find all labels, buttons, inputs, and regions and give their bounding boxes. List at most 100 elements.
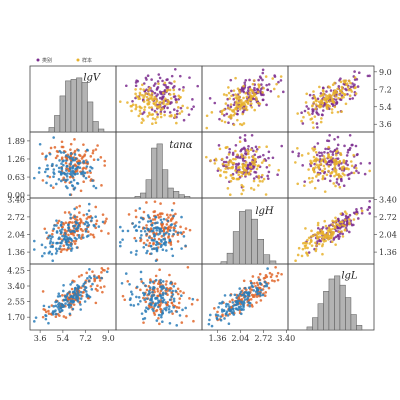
scatter-point-r2-c1-s1-14 — [129, 251, 133, 254]
scatter-point-r1-c2-s0-100 — [264, 159, 268, 162]
scatter-point-r2-c0-s0-46 — [95, 219, 99, 223]
scatter-point-r2-c3-s1-79 — [324, 235, 327, 239]
scatter-point-r0-c3-s1-85 — [321, 93, 324, 96]
scatter-point-r0-c1-s1-112 — [147, 88, 150, 92]
scatter-point-r1-c2-s0-7 — [216, 169, 220, 172]
scatter-point-r0-c2-s1-15 — [232, 113, 235, 117]
scatter-point-r2-c1-s1-72 — [176, 231, 180, 235]
scatter-point-r0-c2-s1-44 — [242, 122, 246, 125]
scatter-point-r0-c2-s0-38 — [208, 97, 212, 100]
scatter-point-r3-c0-s0-65 — [70, 287, 74, 291]
scatter-point-r0-c2-s1-51 — [250, 105, 254, 109]
scatter-point-r3-c1-s0-113 — [155, 308, 159, 312]
scatter-point-r0-c1-s1-113 — [155, 99, 159, 103]
scatter-point-r1-c2-s1-14 — [228, 193, 232, 196]
scatter-point-r3-c0-s0-8 — [54, 315, 58, 319]
scatter-point-r3-c2-s1-63 — [260, 288, 263, 292]
histogram-bar-lgH-7 — [263, 254, 271, 265]
scatter-point-r0-c3-s0-32 — [308, 93, 312, 97]
axis-labels-group: lgV tanα lgH lgL 0.00 0.63 1.26 1.89 1.36 2.04 2.7… — [7, 68, 397, 343]
scatter-point-r0-c2-s0-55 — [266, 88, 269, 92]
scatter-point-r2-c1-s1-119 — [134, 229, 138, 232]
scatter-point-r1-c0-s1-92 — [64, 159, 68, 162]
scatter-point-r3-c2-s1-48 — [242, 293, 246, 296]
scatter-point-r0-c1-s1-77 — [146, 98, 149, 102]
scatter-point-r1-c3-s0-82 — [345, 154, 349, 157]
scatter-point-r3-c1-s0-51 — [192, 319, 195, 323]
scatter-point-r1-c0-s1-15 — [82, 174, 86, 178]
histogram-bar-tanα-4 — [156, 143, 163, 199]
scatter-point-r2-c0-s1-82 — [69, 244, 73, 248]
scatter-point-r3-c0-s1-5 — [76, 290, 79, 293]
scatter-point-r3-c0-s1-91 — [84, 290, 88, 293]
scatter-point-r2-c1-s0-99 — [182, 230, 185, 234]
scatter-point-r2-c0-s1-60 — [51, 235, 54, 239]
scatter-point-r1-c0-s0-42 — [64, 161, 68, 165]
scatter-point-r2-c0-s1-96 — [69, 213, 72, 216]
scatter-point-r2-c1-s1-37 — [134, 253, 138, 256]
scatter-point-r3-c2-s1-56 — [239, 290, 243, 294]
scatter-point-r0-c2-s1-84 — [234, 106, 237, 110]
scatter-point-r2-c0-s1-44 — [97, 225, 101, 228]
scatter-point-r1-c0-s1-8 — [60, 162, 63, 165]
scatter-point-r3-c1-s0-25 — [153, 290, 156, 294]
scatter-point-r3-c2-s1-110 — [216, 314, 220, 317]
scatter-point-r1-c0-s1-5 — [69, 152, 73, 155]
scatter-point-r3-c1-s0-108 — [196, 298, 199, 302]
scatter-point-r0-c2-s1-10 — [238, 98, 241, 101]
scatter-point-r3-c2-s1-80 — [249, 281, 253, 285]
scatter-point-r3-c1-s1-37 — [139, 277, 143, 281]
scatter-point-r3-c2-s1-92 — [238, 307, 241, 310]
scatter-point-r2-c1-s1-9 — [131, 222, 134, 225]
scatter-point-r1-c3-s0-62 — [345, 159, 348, 163]
scatter-point-r1-c3-s0-59 — [357, 171, 360, 175]
bottom-tick-label-c0-0: 3.6 — [34, 334, 47, 343]
scatter-point-r3-c0-s1-78 — [62, 305, 66, 308]
scatter-point-r1-c3-s1-21 — [314, 175, 318, 178]
scatter-point-r0-c2-s0-90 — [265, 83, 268, 87]
scatter-point-r2-c1-s1-85 — [165, 249, 168, 252]
scatter-point-r1-c0-s1-1 — [69, 163, 73, 166]
scatter-point-r0-c1-s0-78 — [134, 81, 138, 84]
scatter-point-r3-c2-s0-44 — [242, 279, 246, 283]
scatter-point-r0-c3-s0-53 — [351, 82, 354, 85]
scatter-point-r0-c2-s1-98 — [251, 82, 255, 86]
scatter-point-r2-c0-s1-86 — [59, 223, 63, 227]
scatter-point-r0-c1-s1-119 — [154, 117, 157, 121]
scatter-point-r3-c2-s1-103 — [241, 303, 245, 306]
scatter-point-r3-c1-s0-1 — [176, 292, 180, 296]
scatter-point-r2-c1-s1-87 — [134, 239, 138, 243]
scatter-point-r0-c2-s1-48 — [253, 108, 256, 112]
scatter-point-r0-c3-s0-68 — [322, 104, 325, 108]
scatter-point-r2-c0-s1-35 — [49, 245, 53, 248]
scatter-point-r2-c3-s1-109 — [321, 243, 325, 246]
scatter-point-r1-c3-s1-68 — [335, 162, 339, 165]
scatter-point-r1-c0-s1-103 — [46, 167, 50, 171]
scatter-point-r2-c0-s0-116 — [72, 233, 75, 237]
scatter-point-r1-c0-s1-87 — [52, 175, 55, 178]
scatter-point-r0-c1-s0-75 — [152, 84, 156, 87]
scatter-point-r2-c0-s1-107 — [73, 224, 77, 228]
scatter-point-r1-c2-s1-85 — [217, 167, 220, 170]
scatter-point-r2-c0-s0-14 — [107, 232, 110, 235]
scatter-point-r1-c3-s1-93 — [310, 162, 313, 165]
scatter-point-r1-c2-s1-116 — [241, 165, 245, 169]
scatter-point-r1-c0-s1-119 — [86, 149, 89, 152]
bottom-tick-label-c0-1: 5.4 — [57, 334, 70, 343]
scatter-point-r3-c0-s0-19 — [100, 271, 103, 274]
scatter-point-r3-c2-s1-82 — [234, 300, 238, 304]
scatter-point-r2-c0-s0-77 — [104, 220, 107, 223]
scatter-point-r1-c2-s1-95 — [268, 163, 271, 167]
scatter-point-r2-c3-s1-21 — [327, 226, 331, 230]
histogram-bar-tanα-7 — [173, 191, 180, 199]
scatter-point-r0-c1-s1-14 — [168, 88, 172, 92]
scatter-point-r3-c1-s0-34 — [140, 280, 144, 283]
scatter-point-r2-c0-s1-75 — [75, 237, 78, 241]
scatter-point-r3-c2-s1-116 — [248, 304, 251, 308]
scatter-point-r3-c2-s0-70 — [250, 293, 254, 297]
scatter-point-r1-c2-s1-29 — [224, 170, 228, 174]
scatter-point-r2-c1-s0-118 — [145, 224, 148, 227]
scatter-point-r0-c2-s1-116 — [249, 95, 253, 98]
scatter-point-r3-c0-s0-101 — [98, 276, 101, 280]
scatter-point-r3-c1-s0-11 — [186, 266, 190, 269]
